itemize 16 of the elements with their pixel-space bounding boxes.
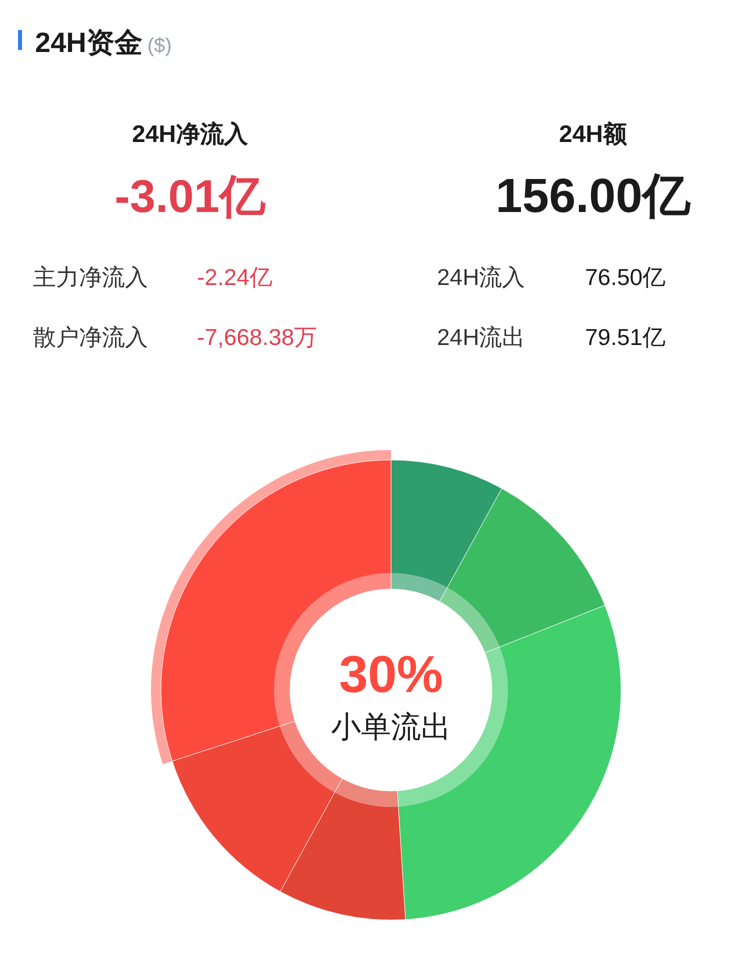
text: 24H额 <box>558 121 628 148</box>
slice-label: 小单流出 <box>331 711 451 744</box>
text: 156.00亿 <box>496 170 692 223</box>
text: 24H流入 <box>437 264 526 290</box>
text: 79.51亿 <box>585 324 666 350</box>
text: -7,668.38万 <box>197 324 318 350</box>
text: -2.24亿 <box>197 264 272 290</box>
text: -3.01亿 <box>114 170 266 222</box>
text: 24H流出 <box>437 324 526 350</box>
text: 24H净流入 <box>132 121 250 148</box>
text: 主力净流入 <box>33 264 148 290</box>
text: ($) <box>147 35 172 57</box>
text: 24H资金 <box>35 27 142 58</box>
text: 散户净流入 <box>33 324 148 350</box>
data-label: 30% <box>338 646 444 704</box>
text: 76.50亿 <box>585 264 666 290</box>
